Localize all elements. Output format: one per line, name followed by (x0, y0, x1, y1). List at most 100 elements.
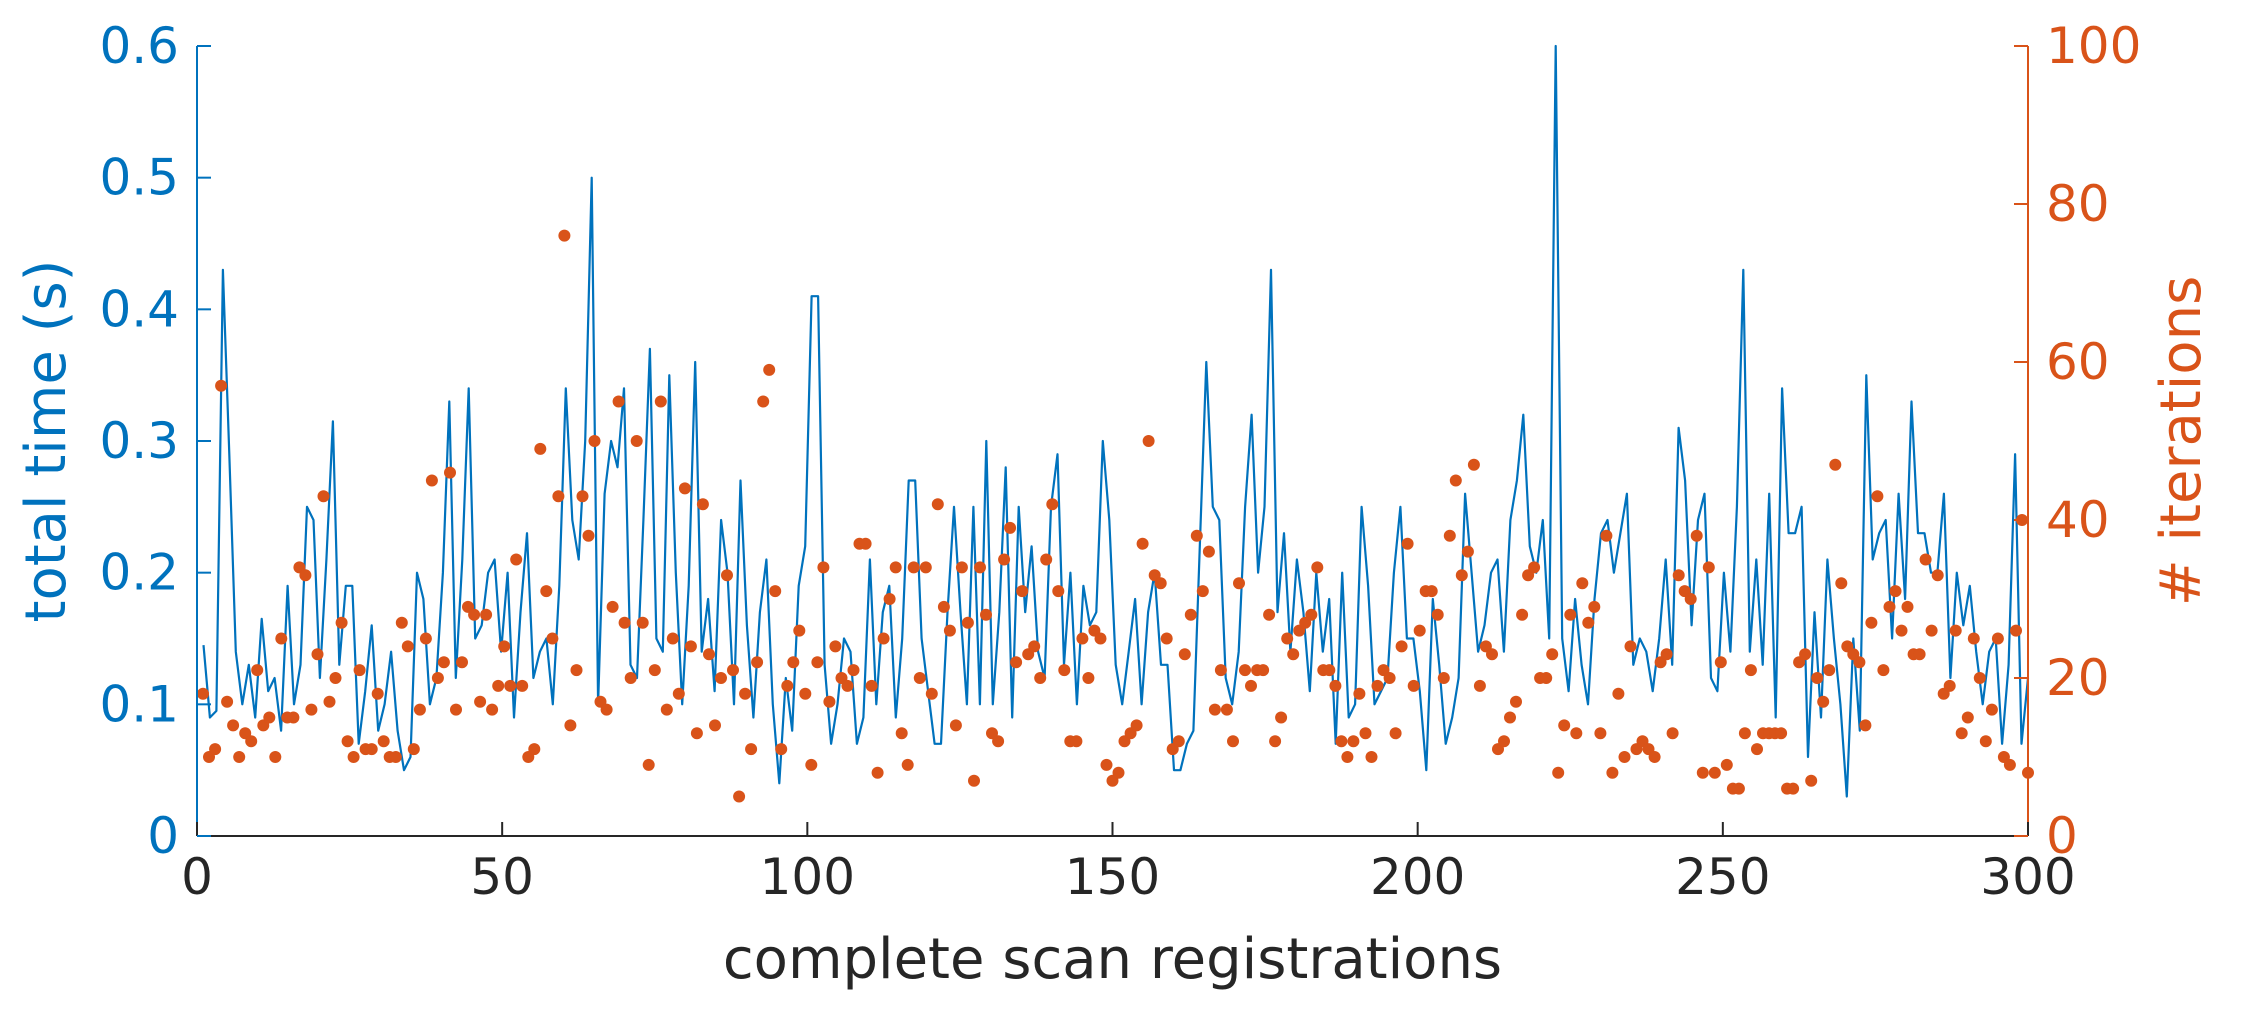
data-point-iterations (1967, 632, 1980, 645)
data-point-iterations (805, 758, 818, 771)
data-point-iterations (510, 553, 523, 566)
data-point-iterations (311, 648, 324, 661)
data-point-iterations (444, 466, 456, 479)
data-point-iterations (1775, 727, 1788, 740)
data-point-iterations (1076, 632, 1089, 645)
data-point-iterations (335, 616, 348, 629)
data-point-iterations (1528, 561, 1541, 574)
data-point-iterations (883, 593, 896, 605)
data-point-iterations (1991, 632, 2004, 645)
data-point-iterations (450, 703, 462, 716)
data-point-iterations (1016, 585, 1029, 598)
data-point-iterations (1281, 632, 1294, 645)
data-point-iterations (1570, 727, 1583, 740)
data-point-iterations (209, 743, 222, 756)
data-point-iterations (1949, 624, 1962, 637)
data-point-iterations (630, 435, 643, 447)
data-point-iterations (329, 672, 342, 684)
data-point-iterations (1058, 664, 1071, 677)
data-point-iterations (1136, 537, 1149, 550)
data-point-iterations (709, 719, 721, 732)
data-point-iterations (528, 743, 541, 756)
data-point-iterations (1010, 656, 1023, 669)
data-point-iterations (1329, 679, 1342, 692)
data-point-iterations (570, 664, 583, 677)
data-point-iterations (1787, 782, 1800, 795)
data-point-iterations (1606, 766, 1619, 779)
data-point-iterations (1455, 569, 1468, 582)
data-point-iterations (980, 608, 992, 621)
x-tick-label: 150 (1065, 848, 1160, 906)
left-y-tick-label: 0 (147, 807, 179, 865)
x-tick-label: 250 (1675, 848, 1770, 906)
data-point-iterations (1425, 585, 1438, 598)
data-point-iterations (1100, 758, 1113, 771)
data-point-iterations (1287, 648, 1300, 661)
axes-layer: 0 50 100 150 200 250 30000.10.20.30.40.50.6020… (99, 17, 2141, 906)
data-point-iterations (552, 490, 565, 503)
data-point-iterations (1154, 577, 1167, 590)
data-point-iterations (1799, 648, 1812, 661)
data-point-iterations (1889, 585, 1902, 598)
data-point-iterations (841, 679, 854, 692)
data-point-iterations (1696, 766, 1709, 779)
data-point-iterations (1510, 695, 1522, 708)
data-point-iterations (347, 751, 360, 763)
x-tick-label: 0 (181, 848, 213, 906)
data-point-iterations (1263, 608, 1276, 621)
data-point-iterations (968, 774, 980, 787)
data-point-iterations (1040, 553, 1053, 566)
data-point-iterations (618, 616, 631, 629)
x-axis-title: complete scan registrations (723, 927, 1502, 992)
data-point-iterations (1823, 664, 1836, 677)
x-tick-label: 200 (1370, 848, 1465, 906)
data-point-iterations (690, 727, 703, 740)
data-point-iterations (931, 498, 944, 511)
data-point-iterations (1275, 711, 1288, 724)
data-point-iterations (1817, 695, 1830, 708)
data-point-iterations (1461, 545, 1474, 558)
data-point-iterations (1196, 585, 1209, 598)
data-point-iterations (1979, 735, 1992, 748)
data-point-iterations (907, 561, 920, 574)
data-point-iterations (1925, 624, 1938, 637)
data-point-iterations (1413, 624, 1426, 637)
data-point-iterations (1871, 490, 1884, 503)
data-point-iterations (1034, 672, 1047, 684)
data-point-iterations (1407, 679, 1420, 692)
data-point-iterations (1859, 719, 1872, 732)
data-point-iterations (636, 616, 649, 629)
data-point-iterations (456, 656, 468, 669)
data-point-iterations (1660, 648, 1673, 661)
data-point-iterations (425, 474, 438, 487)
data-point-iterations (901, 758, 914, 771)
series-line-total-time (202, 44, 2030, 798)
data-point-iterations (1576, 577, 1589, 590)
data-point-iterations (974, 561, 986, 574)
data-point-iterations (1437, 672, 1450, 684)
data-point-iterations (1552, 766, 1565, 779)
data-point-iterations (1305, 608, 1318, 621)
data-point-iterations (781, 679, 794, 692)
data-point-iterations (1744, 664, 1757, 677)
data-point-iterations (468, 608, 481, 621)
data-point-iterations (793, 624, 806, 637)
data-point-iterations (1913, 648, 1926, 661)
data-point-iterations (678, 482, 691, 495)
data-point-iterations (1829, 458, 1842, 471)
data-point-iterations (227, 719, 240, 732)
data-point-iterations (1540, 672, 1553, 684)
data-point-iterations (1985, 703, 1998, 716)
data-point-iterations (413, 703, 426, 716)
data-point-iterations (1624, 640, 1637, 653)
data-point-iterations (937, 600, 950, 613)
left-y-tick-label: 0.1 (99, 675, 179, 733)
data-point-iterations (407, 743, 420, 756)
data-point-iterations (787, 656, 800, 669)
data-point-iterations (431, 672, 444, 684)
data-point-iterations (365, 743, 378, 756)
data-point-iterations (564, 719, 577, 732)
right-y-axis-title: # iterations (2149, 276, 2214, 606)
data-point-iterations (1227, 735, 1239, 748)
